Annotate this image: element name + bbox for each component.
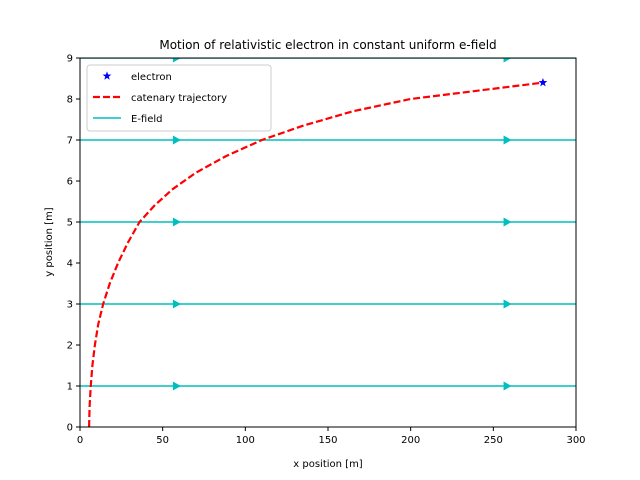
e-field-arrow bbox=[172, 299, 181, 309]
trajectory-group bbox=[87, 81, 544, 427]
legend-entry-efield: E-field bbox=[93, 114, 163, 125]
y-tick-label: 0 bbox=[67, 423, 73, 434]
y-tick-label: 2 bbox=[67, 341, 73, 352]
e-field-arrow bbox=[172, 381, 181, 391]
y-tick-label: 6 bbox=[67, 177, 73, 188]
chart-title: Motion of relativistic electron in const… bbox=[159, 38, 496, 52]
x-tick-label: 200 bbox=[401, 435, 420, 446]
e-field-arrow bbox=[172, 58, 181, 63]
trajectory-line bbox=[87, 81, 544, 427]
x-axis-label: x position [m] bbox=[293, 459, 363, 470]
y-tick-label: 3 bbox=[67, 300, 73, 311]
marker-group bbox=[538, 78, 548, 87]
e-field-arrow bbox=[172, 135, 181, 145]
legend: electron catenary trajectory E-field bbox=[86, 64, 272, 132]
legend-label-electron: electron bbox=[131, 72, 172, 83]
y-tick-label: 4 bbox=[67, 259, 73, 270]
legend-entry-electron: electron bbox=[102, 71, 172, 83]
x-tick-label: 100 bbox=[236, 435, 255, 446]
legend-star-marker bbox=[102, 71, 112, 80]
y-axis-label: y position [m] bbox=[44, 207, 55, 277]
y-tick-label: 9 bbox=[67, 54, 73, 65]
y-tick-label: 5 bbox=[67, 218, 73, 229]
x-tick-label: 250 bbox=[484, 435, 503, 446]
x-tick-label: 50 bbox=[156, 435, 169, 446]
e-field-arrow bbox=[172, 217, 181, 227]
e-field-lines bbox=[80, 58, 576, 391]
x-tick-label: 150 bbox=[318, 435, 337, 446]
x-tick-label: 0 bbox=[77, 435, 83, 446]
e-field-arrow bbox=[503, 217, 512, 227]
e-field-arrow bbox=[503, 58, 512, 63]
y-tick-label: 1 bbox=[67, 382, 73, 393]
y-axis: 0 1 2 3 4 5 6 7 8 9 bbox=[67, 54, 80, 434]
plot-area bbox=[79, 57, 577, 428]
e-field-arrow bbox=[503, 135, 512, 145]
electron-marker bbox=[538, 78, 548, 87]
legend-entry-trajectory: catenary trajectory bbox=[93, 93, 227, 104]
legend-label-efield: E-field bbox=[131, 114, 163, 125]
legend-box bbox=[86, 64, 272, 132]
legend-label-trajectory: catenary trajectory bbox=[131, 93, 227, 104]
x-tick-label: 300 bbox=[566, 435, 585, 446]
y-tick-label: 7 bbox=[67, 136, 73, 147]
y-tick-label: 8 bbox=[67, 95, 73, 106]
e-field-arrow bbox=[503, 299, 512, 309]
e-field-arrow bbox=[503, 381, 512, 391]
x-axis: 0 50 100 150 200 250 300 bbox=[77, 427, 586, 446]
